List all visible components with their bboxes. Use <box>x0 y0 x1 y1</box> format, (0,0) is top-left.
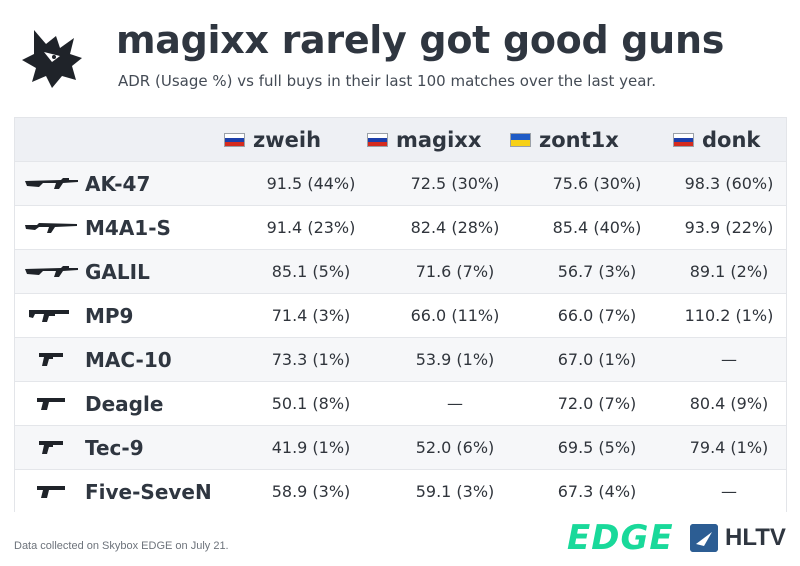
table-cell-donk: 79.4 (1%) <box>689 438 769 457</box>
column-header-zweih: zweih <box>224 118 321 161</box>
smg-icon <box>29 310 69 322</box>
table-cell-zont1x: 67.0 (1%) <box>557 350 637 369</box>
table-cell-zont1x: 69.5 (5%) <box>557 438 637 457</box>
table-cell-donk: 93.9 (22%) <box>684 218 774 237</box>
weapon-name: MP9 <box>85 304 134 328</box>
russia-flag-icon <box>367 132 388 147</box>
weapon-name: MAC-10 <box>85 348 172 372</box>
table-row: GALIL 85.1 (5%) 71.6 (7%) 56.7 (3%) 89.1 (2%… <box>15 249 786 293</box>
table-cell-magixx: 53.9 (1%) <box>415 350 495 369</box>
page-title: magixx rarely got good guns <box>116 18 725 62</box>
table-cell-donk: — <box>721 350 737 369</box>
ukraine-flag-icon <box>510 132 531 147</box>
table-cell-zweih: 91.4 (23%) <box>266 218 356 237</box>
team-spirit-logo <box>22 30 82 88</box>
table-cell-zweih: 73.3 (1%) <box>271 350 351 369</box>
table-cell-zont1x: 85.4 (40%) <box>552 218 642 237</box>
table-cell-magixx: 82.4 (28%) <box>410 218 500 237</box>
weapon-name: Deagle <box>85 392 164 416</box>
weapon-name: M4A1-S <box>85 216 171 240</box>
russia-flag-icon <box>224 132 245 147</box>
stats-table: zweih magixx zont1x donk AK-47 91.5 (44%)… <box>14 117 787 513</box>
table-cell-zont1x: 72.0 (7%) <box>557 394 637 413</box>
table-cell-zweih: 50.1 (8%) <box>271 394 351 413</box>
table-row: MP9 71.4 (3%) 66.0 (11%) 66.0 (7%) 110.2 (1%… <box>15 293 786 337</box>
table-cell-zont1x: 67.3 (4%) <box>557 482 637 501</box>
table-row: MAC-10 73.3 (1%) 53.9 (1%) 67.0 (1%) — <box>15 337 786 381</box>
hltv-logo-icon <box>690 524 718 552</box>
table-row: Tec-9 41.9 (1%) 52.0 (6%) 69.5 (5%) 79.4 (1%… <box>15 425 786 469</box>
column-header-magixx: magixx <box>367 118 481 161</box>
table-cell-zweih: 58.9 (3%) <box>271 482 351 501</box>
table-cell-zont1x: 75.6 (30%) <box>552 174 642 193</box>
table-cell-zweih: 41.9 (1%) <box>271 438 351 457</box>
weapon-name: GALIL <box>85 260 150 284</box>
pistol-icon <box>37 398 65 410</box>
table-header: zweih magixx zont1x donk <box>15 118 786 161</box>
column-header-donk: donk <box>673 118 760 161</box>
rifle-icon <box>25 266 78 277</box>
table-row: AK-47 91.5 (44%) 72.5 (30%) 75.6 (30%) 98.3 … <box>15 161 786 205</box>
player-name: zont1x <box>539 127 619 152</box>
table-row: Five-SeveN 58.9 (3%) 59.1 (3%) 67.3 (4%) — <box>15 469 786 513</box>
column-header-zont1x: zont1x <box>510 118 619 161</box>
weapon-name: Five-SeveN <box>85 480 212 504</box>
table-cell-zont1x: 66.0 (7%) <box>557 306 637 325</box>
table-cell-magixx: — <box>447 394 463 413</box>
russia-flag-icon <box>673 132 694 147</box>
player-name: magixx <box>396 127 482 152</box>
rifle-icon <box>25 178 78 189</box>
table-cell-magixx: 52.0 (6%) <box>415 438 495 457</box>
hltv-logo: HLTV <box>725 524 786 551</box>
weapon-name: AK-47 <box>85 172 151 196</box>
table-cell-donk: — <box>721 482 737 501</box>
table-cell-magixx: 72.5 (30%) <box>410 174 500 193</box>
page-subtitle: ADR (Usage %) vs full buys in their last… <box>118 72 656 90</box>
table-cell-donk: 98.3 (60%) <box>684 174 774 193</box>
table-cell-donk: 110.2 (1%) <box>684 306 774 325</box>
table-cell-magixx: 66.0 (11%) <box>410 306 500 325</box>
table-cell-donk: 80.4 (9%) <box>689 394 769 413</box>
table-cell-zweih: 71.4 (3%) <box>271 306 351 325</box>
weapon-name: Tec-9 <box>85 436 144 460</box>
table-cell-magixx: 59.1 (3%) <box>415 482 495 501</box>
edge-logo: EDGE <box>567 518 674 558</box>
table-cell-donk: 89.1 (2%) <box>689 262 769 281</box>
table-row: Deagle 50.1 (8%) — 72.0 (7%) 80.4 (9%) <box>15 381 786 425</box>
machine-pistol-icon <box>39 353 63 366</box>
machine-pistol-icon <box>39 441 63 454</box>
player-name: donk <box>702 127 761 152</box>
silenced-rifle-icon <box>25 223 77 233</box>
table-cell-zont1x: 56.7 (3%) <box>557 262 637 281</box>
table-cell-magixx: 71.6 (7%) <box>415 262 495 281</box>
table-cell-zweih: 91.5 (44%) <box>266 174 356 193</box>
pistol-icon <box>37 486 65 498</box>
footnote: Data collected on Skybox EDGE on July 21… <box>14 540 229 552</box>
table-cell-zweih: 85.1 (5%) <box>271 262 351 281</box>
player-name: zweih <box>253 127 322 152</box>
table-row: M4A1-S 91.4 (23%) 82.4 (28%) 85.4 (40%) 93.9… <box>15 205 786 249</box>
